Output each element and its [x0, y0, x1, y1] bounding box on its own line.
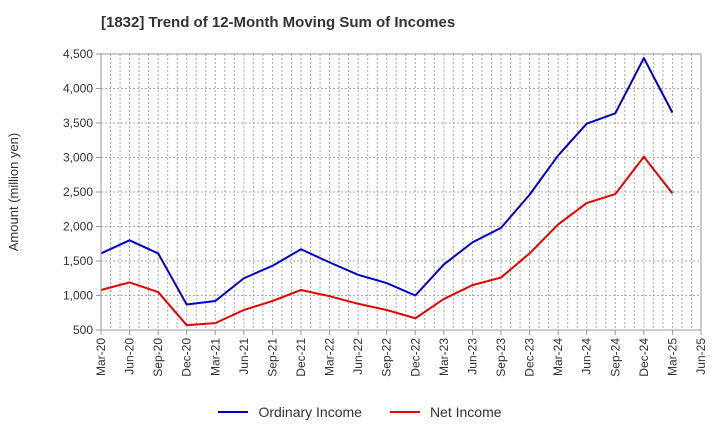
y-axis-ticks: 500 1,000 1,500 2,000 2,500 3,000 3,500 4,000 4,…	[63, 47, 101, 337]
x-tick-label: Dec-22	[408, 338, 422, 377]
legend: Ordinary Income Net Income	[0, 404, 720, 420]
x-tick-label: Jun-25	[694, 338, 708, 375]
legend-label-net-income: Net Income	[429, 404, 502, 420]
legend-swatch-net-income	[389, 411, 420, 413]
x-tick-label: Mar-20	[94, 338, 108, 376]
series-lines	[100, 57, 674, 327]
x-tick-label: Sep-20	[151, 338, 165, 377]
x-tick-label: Sep-22	[380, 338, 394, 377]
x-tick-label: Sep-21	[265, 338, 279, 377]
y-axis-title: Amount (million yen)	[6, 133, 21, 252]
y-tick-label: 500	[73, 323, 93, 337]
x-tick-label: Sep-23	[494, 338, 508, 377]
x-tick-label: Jun-24	[580, 338, 594, 375]
x-tick-label: Jun-23	[465, 338, 479, 375]
legend-item-ordinary-income: Ordinary Income	[218, 404, 362, 420]
x-tick-label: Mar-24	[551, 338, 565, 376]
legend-swatch-ordinary-income	[218, 411, 249, 413]
y-tick-label: 2,000	[63, 220, 93, 234]
y-tick-label: 3,000	[63, 151, 93, 165]
y-tick-label: 3,500	[63, 116, 93, 130]
x-tick-label: Mar-21	[208, 338, 222, 376]
x-tick-label: Sep-24	[608, 338, 622, 377]
x-tick-label: Jun-21	[237, 338, 251, 375]
x-tick-label: Mar-23	[437, 338, 451, 376]
series-line-net-income	[100, 155, 674, 327]
x-tick-label: Dec-23	[523, 338, 537, 377]
chart-title: [1832] Trend of 12-Month Moving Sum of I…	[101, 14, 456, 31]
y-tick-label: 1,000	[63, 289, 93, 303]
y-tick-label: 4,500	[63, 47, 93, 61]
x-tick-label: Mar-22	[323, 338, 337, 376]
x-axis-ticks: Mar-20 Jun-20 Sep-20 Dec-20 Mar-21 Jun-21 Sep-…	[94, 330, 708, 377]
x-tick-label: Dec-24	[637, 338, 651, 377]
y-tick-label: 2,500	[63, 185, 93, 199]
x-tick-label: Jun-20	[123, 338, 137, 375]
legend-item-net-income: Net Income	[389, 404, 502, 420]
x-tick-label: Dec-20	[180, 338, 194, 377]
x-tick-label: Dec-21	[294, 338, 308, 377]
series-line-ordinary-income	[100, 57, 674, 306]
x-tick-label: Jun-22	[351, 338, 365, 375]
legend-label-ordinary-income: Ordinary Income	[258, 404, 362, 420]
x-tick-label: Mar-25	[665, 338, 679, 376]
y-tick-label: 1,500	[63, 254, 93, 268]
y-tick-label: 4,000	[63, 82, 93, 96]
